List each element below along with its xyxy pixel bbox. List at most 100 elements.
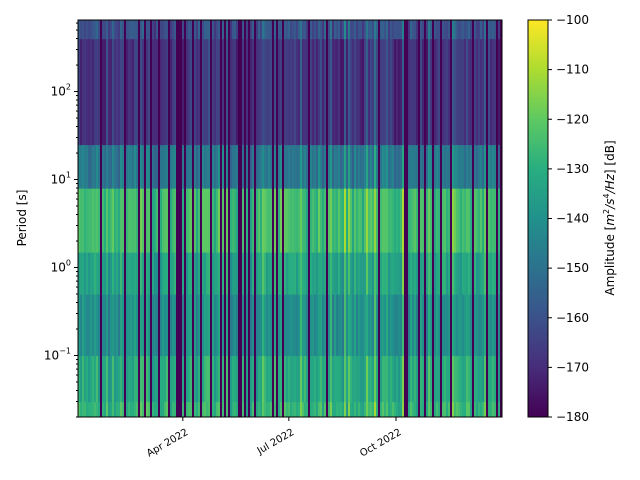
heatmap-cell	[374, 38, 377, 146]
heatmap-cell	[394, 188, 397, 253]
heatmap-cell	[424, 294, 427, 357]
heatmap-cell	[458, 20, 461, 40]
heatmap-cell	[166, 20, 169, 40]
heatmap-cell	[490, 188, 493, 253]
heatmap-cell	[442, 401, 445, 417]
heatmap-cell	[410, 144, 413, 189]
heatmap-cell	[116, 38, 119, 146]
heatmap-cell	[414, 252, 417, 295]
heatmap-cell	[484, 355, 487, 403]
heatmap-cell	[320, 401, 323, 417]
heatmap-cell	[318, 355, 321, 403]
heatmap-cell	[324, 294, 327, 357]
heatmap-cell	[204, 20, 207, 40]
heatmap-cell	[364, 20, 367, 40]
heatmap-cell	[110, 355, 113, 403]
heatmap-cell	[434, 294, 437, 357]
x-tick-label: Oct 2022	[358, 427, 403, 459]
heatmap-cell	[420, 144, 423, 189]
heatmap-cell	[78, 401, 81, 417]
heatmap-cell	[324, 20, 327, 40]
heatmap-cell	[322, 20, 325, 40]
heatmap-cell	[462, 38, 465, 146]
heatmap-cell	[254, 355, 257, 403]
heatmap-cell	[498, 20, 501, 40]
heatmap-cell	[454, 355, 457, 403]
heatmap-cell	[126, 38, 129, 146]
heatmap-cell	[180, 144, 183, 189]
heatmap-cell	[152, 355, 155, 403]
heatmap-cell	[300, 355, 303, 403]
heatmap-cell	[486, 38, 489, 146]
heatmap-cell	[154, 355, 157, 403]
heatmap-cell	[186, 20, 189, 40]
heatmap-cell	[356, 38, 359, 146]
heatmap-cell	[306, 355, 309, 403]
heatmap-cell	[316, 38, 319, 146]
heatmap-cell	[240, 252, 243, 295]
heatmap-cell	[358, 38, 361, 146]
heatmap-cell	[184, 38, 187, 146]
heatmap-cell	[212, 188, 215, 253]
heatmap-cell	[188, 252, 191, 295]
y-tick-label: 102	[51, 83, 71, 99]
heatmap-cell	[286, 401, 289, 417]
heatmap-cell	[284, 20, 287, 40]
heatmap-cell	[274, 20, 277, 40]
heatmap-cell	[86, 38, 89, 146]
heatmap-cell	[320, 188, 323, 253]
heatmap-cell	[196, 38, 199, 146]
heatmap-cell	[266, 294, 269, 357]
heatmap-cell	[122, 188, 125, 253]
heatmap-cell	[106, 252, 109, 295]
heatmap-cell	[174, 294, 177, 357]
heatmap-cell	[226, 188, 229, 253]
heatmap-cell	[128, 188, 131, 253]
heatmap-cell	[350, 401, 353, 417]
heatmap-cell	[214, 294, 217, 357]
heatmap-cell	[486, 294, 489, 357]
heatmap-cell	[460, 355, 463, 403]
colorbar-label: Amplitude [m2/s4/Hz] [dB]	[602, 140, 617, 295]
heatmap-cell	[190, 252, 193, 295]
heatmap-cell	[282, 252, 285, 295]
heatmap-cell	[370, 355, 373, 403]
heatmap-cell	[128, 252, 131, 295]
heatmap-cell	[332, 294, 335, 357]
heatmap-cell	[368, 144, 371, 189]
heatmap-cell	[328, 144, 331, 189]
heatmap-cell	[152, 188, 155, 253]
heatmap-cell	[354, 294, 357, 357]
heatmap-cell	[482, 252, 485, 295]
heatmap-cell	[470, 294, 473, 357]
heatmap-cell	[406, 20, 409, 40]
heatmap-cell	[182, 144, 185, 189]
heatmap-cell	[394, 294, 397, 357]
heatmap-cell	[260, 294, 263, 357]
heatmap-cell	[326, 355, 329, 403]
heatmap-cell	[196, 401, 199, 417]
heatmap-cell	[276, 252, 279, 295]
heatmap-cell	[118, 38, 121, 146]
heatmap-cell	[296, 252, 299, 295]
heatmap-cell	[490, 401, 493, 417]
heatmap-cell	[130, 188, 133, 253]
heatmap-cell	[254, 144, 257, 189]
heatmap-cell	[326, 20, 329, 40]
heatmap-cell	[374, 188, 377, 253]
heatmap-cell	[298, 38, 301, 146]
heatmap-cell	[314, 38, 317, 146]
heatmap-cell	[472, 144, 475, 189]
heatmap-cell	[412, 20, 415, 40]
heatmap-cell	[452, 355, 455, 403]
heatmap-cell	[436, 252, 439, 295]
heatmap-cell	[362, 252, 365, 295]
heatmap-cell	[108, 144, 111, 189]
heatmap-cell	[488, 20, 491, 40]
heatmap-cell	[328, 401, 331, 417]
heatmap-cell	[378, 144, 381, 189]
heatmap-cell	[276, 355, 279, 403]
heatmap-cell	[312, 20, 315, 40]
heatmap-cell	[388, 355, 391, 403]
heatmap-cell	[124, 252, 127, 295]
